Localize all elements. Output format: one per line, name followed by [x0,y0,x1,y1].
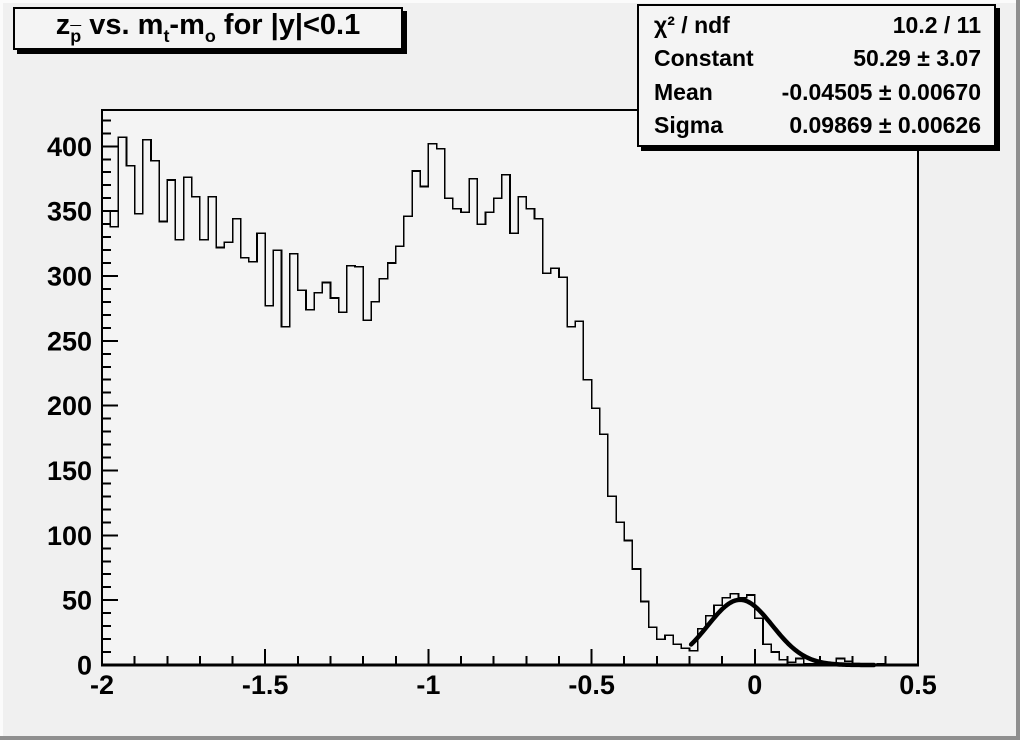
x-tick-label: 0 [747,670,762,700]
x-tick-label: 0.5 [899,670,937,700]
y-tick-label: 50 [62,586,92,616]
stat-label: χ² / ndf [654,12,730,39]
stat-label: Mean [654,78,713,105]
title-segment-3: t [163,26,170,47]
canvas-bevel-right [1016,0,1020,740]
y-tick-label: 150 [47,456,92,486]
y-tick-label: 350 [47,197,92,227]
title-box: zp vs. mt-mo for |y|<0.1 [13,7,403,50]
title-segment-4: -m [169,9,205,42]
stat-label: Sigma [654,111,724,138]
y-tick-label: 0 [77,651,92,681]
stat-label: Constant [654,45,754,72]
stat-row-3: Sigma 0.09869 ± 0.00626 [639,112,994,139]
fit-curve [688,597,877,668]
y-tick-label: 100 [47,521,92,551]
x-tick-label: -0.5 [568,670,615,700]
stat-value: 0.09869 ± 0.00626 [789,111,981,138]
y-tick-label: 300 [47,261,92,291]
y-tick-label: 200 [47,391,92,421]
canvas-bevel-left [0,0,3,740]
x-tick-label: -1 [416,670,440,700]
title-segment-2: vs. m [81,9,164,42]
y-tick-label: 250 [47,326,92,356]
title-segment-5: o [204,26,216,47]
y-tick-label: 400 [47,132,92,162]
title-segment-1: p [70,26,82,47]
stat-value: 50.29 ± 3.07 [853,45,981,72]
canvas-bevel-bottom [0,736,1020,740]
stat-value: 10.2 / 11 [892,12,981,39]
plot-title: zp vs. mt-mo for |y|<0.1 [56,9,361,47]
canvas-bevel-top [0,0,1020,3]
stat-row-2: Mean -0.04505 ± 0.00670 [639,79,994,106]
title-segment-6: for |y|<0.1 [215,9,361,42]
x-tick-label: -2 [90,670,114,700]
stat-value: -0.04505 ± 0.00670 [781,78,981,105]
stat-row-0: χ² / ndf 10.2 / 11 [639,12,994,39]
histogram-outline [102,136,918,666]
title-segment-0: z [55,9,71,42]
x-tick-label: -1.5 [242,670,289,700]
stats-box: χ² / ndf 10.2 / 11 Constant 50.29 ± 3.07 Mea… [637,4,996,147]
stat-row-1: Constant 50.29 ± 3.07 [639,45,994,72]
